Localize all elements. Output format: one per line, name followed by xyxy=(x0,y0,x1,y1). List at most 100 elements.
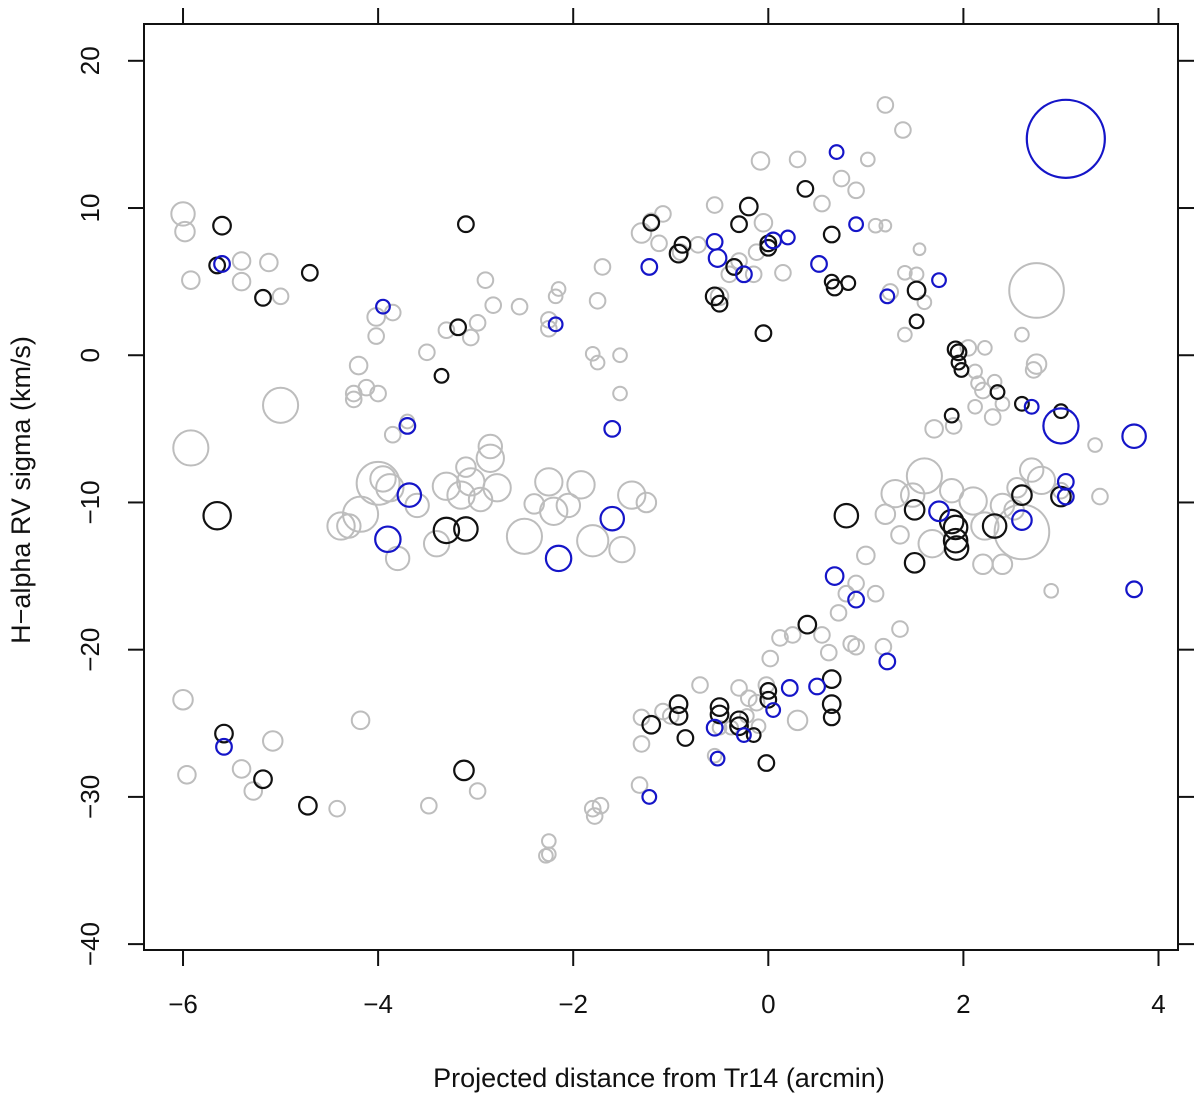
black-point-6 xyxy=(433,367,450,384)
gray-point-166 xyxy=(328,799,346,818)
gray-point-129 xyxy=(972,553,994,576)
gray-point-84 xyxy=(867,217,884,234)
gray-point-0 xyxy=(170,201,196,227)
blue-point-23 xyxy=(1121,423,1147,450)
black-point-11 xyxy=(253,769,273,790)
black-point-4 xyxy=(457,215,475,234)
gray-point-110 xyxy=(899,482,926,508)
gray-point-142 xyxy=(783,626,802,644)
black-point-16 xyxy=(673,235,692,254)
gray-point-5 xyxy=(231,271,252,292)
gray-point-109 xyxy=(905,457,943,495)
blue-point-22 xyxy=(1023,398,1040,415)
gray-point-17 xyxy=(375,473,405,503)
gray-point-153 xyxy=(632,735,651,753)
blue-point-0 xyxy=(213,255,231,273)
x-tick-label: −6 xyxy=(168,989,198,1019)
gray-point-91 xyxy=(881,283,900,301)
gray-point-77 xyxy=(750,151,771,171)
black-point-15 xyxy=(668,243,689,264)
black-point-14 xyxy=(642,213,661,232)
blue-point-29 xyxy=(847,590,865,609)
gray-point-156 xyxy=(786,709,809,732)
gray-point-154 xyxy=(630,776,649,794)
gray-point-69 xyxy=(689,236,707,254)
black-point-48 xyxy=(1011,484,1033,506)
black-point-9 xyxy=(453,516,479,542)
gray-point-50 xyxy=(461,328,480,347)
gray-point-31 xyxy=(576,524,610,558)
gray-point-117 xyxy=(970,511,1000,541)
gray-point-103 xyxy=(986,373,1003,390)
gray-point-29 xyxy=(534,467,564,497)
x-axis-label: Projected distance from Tr14 (arcmin) xyxy=(433,1063,885,1093)
gray-point-147 xyxy=(730,679,748,697)
black-point-58 xyxy=(745,727,762,743)
black-point-59 xyxy=(759,681,778,700)
black-point-36 xyxy=(989,384,1006,400)
gray-point-172 xyxy=(336,513,362,539)
blue-point-32 xyxy=(808,677,826,696)
black-point-57 xyxy=(729,716,749,737)
gray-point-99 xyxy=(959,339,978,357)
gray-point-37 xyxy=(348,355,369,376)
gray-point-81 xyxy=(832,169,851,188)
gray-point-20 xyxy=(431,471,462,501)
gray-point-140 xyxy=(891,620,909,638)
blue-point-21 xyxy=(1042,407,1080,445)
gray-point-105 xyxy=(983,408,1002,426)
gray-point-75 xyxy=(744,265,763,284)
blue-point-14 xyxy=(779,229,796,246)
black-point-60 xyxy=(759,690,778,709)
gray-point-159 xyxy=(585,807,604,825)
black-point-47 xyxy=(981,513,1008,539)
gray-point-4 xyxy=(259,252,279,273)
blue-point-9 xyxy=(640,258,659,276)
black-point-63 xyxy=(641,714,662,735)
gray-point-85 xyxy=(878,218,893,233)
gray-point-30 xyxy=(566,470,596,500)
gray-point-125 xyxy=(1091,487,1109,506)
black-point-0 xyxy=(212,215,232,236)
black-point-50 xyxy=(797,614,818,635)
x-tick-label: −2 xyxy=(558,989,588,1019)
blue-point-11 xyxy=(707,248,728,268)
black-point-41 xyxy=(903,498,926,521)
blue-point-38 xyxy=(215,737,233,756)
black-point-40 xyxy=(833,502,860,529)
gray-point-46 xyxy=(367,327,385,345)
blue-point-36 xyxy=(709,750,726,767)
gray-point-6 xyxy=(271,287,290,306)
blue-point-3 xyxy=(396,482,423,508)
black-point-45 xyxy=(942,527,969,554)
gray-point-61 xyxy=(612,347,628,364)
gray-point-94 xyxy=(1008,262,1065,319)
gray-point-127 xyxy=(1043,582,1060,599)
blue-point-27 xyxy=(928,500,950,523)
gray-point-93 xyxy=(916,294,933,311)
gray-point-88 xyxy=(897,264,913,281)
gray-point-59 xyxy=(589,354,606,371)
gray-point-36 xyxy=(369,465,397,493)
gray-point-32 xyxy=(608,535,636,564)
gray-point-173 xyxy=(455,456,477,478)
black-point-3 xyxy=(300,263,319,282)
blue-point-33 xyxy=(765,702,782,718)
gray-point-42 xyxy=(383,425,402,444)
black-point-10 xyxy=(214,723,234,744)
gray-point-98 xyxy=(977,340,993,356)
gray-point-64 xyxy=(630,222,653,244)
gray-point-116 xyxy=(958,486,988,516)
gray-point-163 xyxy=(468,782,487,800)
black-point-52 xyxy=(821,694,842,715)
gray-point-60 xyxy=(593,258,612,276)
gray-point-141 xyxy=(771,629,789,647)
gray-point-160 xyxy=(540,833,557,849)
x-tick-label: −4 xyxy=(363,989,393,1019)
y-tick-label: −40 xyxy=(75,922,105,966)
black-point-34 xyxy=(950,354,967,371)
gray-point-48 xyxy=(437,321,456,340)
gray-point-82 xyxy=(847,181,865,200)
